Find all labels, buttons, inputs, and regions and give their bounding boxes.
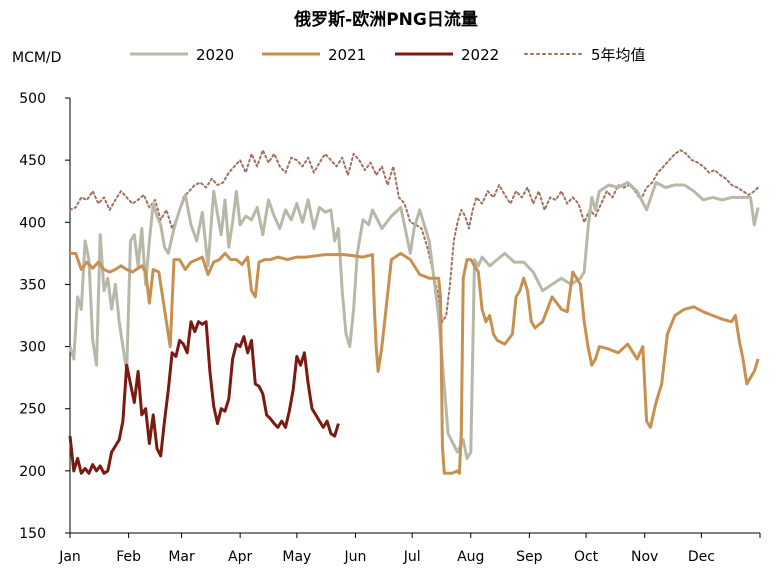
y-tick-label: 350 [19,277,46,293]
x-tick-label: Nov [631,549,658,565]
x-tick-label: Jul [403,549,421,565]
x-tick-label: Jun [344,549,367,565]
x-tick-label: May [282,549,311,565]
y-axis-unit-label: MCM/D [12,50,61,66]
series-line-2022 [68,320,340,475]
x-tick-label: Aug [457,549,484,565]
chart-title: 俄罗斯-欧洲PNG日流量 [293,9,478,30]
plot-lines [68,149,760,475]
legend-label: 5年均值 [591,46,646,64]
y-tick-label: 300 [19,340,46,356]
legend-label: 2022 [461,46,499,64]
y-tick-label: 150 [19,526,46,542]
x-tick-label: Sep [516,549,543,565]
x-tick-label: Feb [116,549,141,565]
x-axis: Jan Feb Mar Apr May Jun Jul Aug Sep Oct Nov Dec [58,532,761,565]
legend-label: 2021 [328,46,366,64]
x-tick-label: Jan [58,549,81,565]
y-tick-label: 450 [19,153,46,169]
y-axis: 150 200 250 300 350 400 450 500 [19,91,71,542]
x-tick-label: Dec [688,549,715,565]
x-tick-label: Oct [574,549,599,565]
y-tick-label: 200 [19,464,46,480]
x-tick-label: Mar [168,549,195,565]
y-tick-label: 400 [19,215,46,231]
legend-label: 2020 [196,46,234,64]
legend: 2020 2021 2022 5年均值 [130,46,646,64]
y-tick-label: 500 [19,91,46,107]
series-line-2021 [70,251,760,475]
series-line-2020 [68,181,760,460]
y-tick-label: 250 [19,402,46,418]
x-tick-label: Apr [228,549,252,565]
